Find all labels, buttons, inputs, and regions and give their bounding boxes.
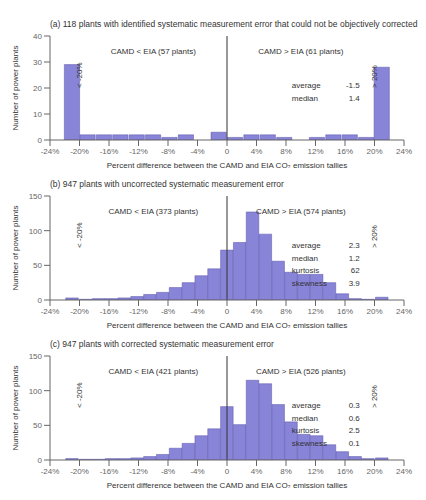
svg-text:12%: 12% bbox=[307, 147, 323, 156]
svg-text:-20%: -20% bbox=[70, 147, 89, 156]
svg-text:40: 40 bbox=[33, 32, 42, 41]
svg-text:24%: 24% bbox=[396, 147, 412, 156]
svg-text:0: 0 bbox=[225, 467, 230, 476]
svg-text:10: 10 bbox=[33, 110, 42, 119]
svg-text:CAMD < EIA (57 plants): CAMD < EIA (57 plants) bbox=[111, 47, 196, 56]
svg-text:0: 0 bbox=[38, 136, 43, 145]
svg-text:-24%: -24% bbox=[41, 307, 60, 316]
svg-text:12%: 12% bbox=[307, 467, 323, 476]
svg-text:median: median bbox=[292, 94, 318, 103]
svg-text:2.3: 2.3 bbox=[349, 241, 361, 250]
svg-text:150: 150 bbox=[29, 352, 43, 361]
svg-text:Percent difference between the: Percent difference between the CAMD and … bbox=[107, 481, 347, 488]
svg-text:Number of power plants: Number of power plants bbox=[11, 366, 20, 451]
svg-text:0: 0 bbox=[38, 296, 43, 305]
svg-text:median: median bbox=[292, 254, 318, 263]
svg-text:3.9: 3.9 bbox=[349, 279, 361, 288]
svg-text:-12%: -12% bbox=[129, 307, 148, 316]
svg-text:-12%: -12% bbox=[129, 147, 148, 156]
svg-text:100: 100 bbox=[29, 227, 43, 236]
html-text:(b) 947 plants with uncorrecte: (b) 947 plants with uncorrected systemat… bbox=[50, 179, 284, 189]
svg-text:> 20%: > 20% bbox=[370, 225, 379, 248]
svg-text:CAMD < EIA (373 plants): CAMD < EIA (373 plants) bbox=[108, 207, 198, 216]
svg-text:8%: 8% bbox=[280, 307, 292, 316]
html-text:(c) 947 plants with corrected: (c) 947 plants with corrected systematic… bbox=[50, 339, 274, 349]
svg-text:-24%: -24% bbox=[41, 147, 60, 156]
svg-text:16%: 16% bbox=[337, 307, 353, 316]
svg-text:4%: 4% bbox=[251, 467, 263, 476]
svg-text:24%: 24% bbox=[396, 307, 412, 316]
svg-text:< -20%: < -20% bbox=[75, 62, 84, 88]
svg-text:-12%: -12% bbox=[129, 467, 148, 476]
svg-text:-16%: -16% bbox=[100, 307, 119, 316]
svg-text:0.1: 0.1 bbox=[349, 439, 361, 448]
svg-text:> 20%: > 20% bbox=[370, 65, 379, 88]
svg-text:Number of power plants: Number of power plants bbox=[11, 206, 20, 291]
svg-text:-4%: -4% bbox=[190, 307, 204, 316]
svg-text:-4%: -4% bbox=[190, 147, 204, 156]
svg-text:0: 0 bbox=[225, 307, 230, 316]
svg-text:20%: 20% bbox=[366, 307, 382, 316]
svg-text:-20%: -20% bbox=[70, 307, 89, 316]
svg-text:< -20%: < -20% bbox=[75, 382, 84, 408]
svg-text:50: 50 bbox=[33, 421, 42, 430]
svg-text:CAMD > EIA (526 plants): CAMD > EIA (526 plants) bbox=[256, 367, 346, 376]
svg-text:kurtosis: kurtosis bbox=[292, 266, 320, 275]
svg-text:16%: 16% bbox=[337, 147, 353, 156]
html-text:(a) 118 plants with identified: (a) 118 plants with identified systemati… bbox=[50, 19, 418, 29]
svg-text:0.3: 0.3 bbox=[349, 401, 361, 410]
svg-text:average: average bbox=[292, 81, 321, 90]
svg-text:-1.5: -1.5 bbox=[346, 81, 360, 90]
svg-text:8%: 8% bbox=[280, 467, 292, 476]
svg-text:100: 100 bbox=[29, 387, 43, 396]
svg-text:12%: 12% bbox=[307, 307, 323, 316]
svg-text:-8%: -8% bbox=[161, 467, 175, 476]
svg-text:median: median bbox=[292, 414, 318, 423]
svg-text:-8%: -8% bbox=[161, 307, 175, 316]
svg-text:kurtosis: kurtosis bbox=[292, 426, 320, 435]
svg-text:CAMD < EIA (421 plants): CAMD < EIA (421 plants) bbox=[108, 367, 198, 376]
svg-text:62: 62 bbox=[351, 266, 360, 275]
svg-text:-20%: -20% bbox=[70, 467, 89, 476]
svg-text:50: 50 bbox=[33, 261, 42, 270]
svg-text:-4%: -4% bbox=[190, 467, 204, 476]
svg-text:-8%: -8% bbox=[161, 147, 175, 156]
svg-text:24%: 24% bbox=[396, 467, 412, 476]
svg-text:0: 0 bbox=[225, 147, 230, 156]
svg-text:20%: 20% bbox=[366, 467, 382, 476]
svg-text:-16%: -16% bbox=[100, 147, 119, 156]
svg-text:1.2: 1.2 bbox=[349, 254, 361, 263]
svg-text:> 20%: > 20% bbox=[370, 385, 379, 408]
svg-text:< -20%: < -20% bbox=[75, 222, 84, 248]
svg-text:0: 0 bbox=[38, 456, 43, 465]
svg-text:average: average bbox=[292, 401, 321, 410]
svg-text:-24%: -24% bbox=[41, 467, 60, 476]
svg-text:Percent difference between the: Percent difference between the CAMD and … bbox=[107, 161, 347, 168]
svg-text:2.5: 2.5 bbox=[349, 426, 361, 435]
svg-text:Number of power plants: Number of power plants bbox=[11, 46, 20, 131]
svg-text:4%: 4% bbox=[251, 307, 263, 316]
svg-text:8%: 8% bbox=[280, 147, 292, 156]
svg-text:1.4: 1.4 bbox=[349, 94, 361, 103]
svg-text:16%: 16% bbox=[337, 467, 353, 476]
svg-text:20%: 20% bbox=[366, 147, 382, 156]
svg-text:0.6: 0.6 bbox=[349, 414, 361, 423]
svg-text:20: 20 bbox=[33, 84, 42, 93]
svg-text:skewness: skewness bbox=[292, 279, 327, 288]
svg-text:CAMD > EIA (574 plants): CAMD > EIA (574 plants) bbox=[256, 207, 346, 216]
svg-text:150: 150 bbox=[29, 192, 43, 201]
svg-text:Percent difference between the: Percent difference between the CAMD and … bbox=[107, 321, 347, 328]
svg-text:average: average bbox=[292, 241, 321, 250]
svg-text:-16%: -16% bbox=[100, 467, 119, 476]
svg-text:CAMD > EIA (61 plants): CAMD > EIA (61 plants) bbox=[258, 47, 343, 56]
svg-text:4%: 4% bbox=[251, 147, 263, 156]
svg-text:skewness: skewness bbox=[292, 439, 327, 448]
svg-text:30: 30 bbox=[33, 58, 42, 67]
